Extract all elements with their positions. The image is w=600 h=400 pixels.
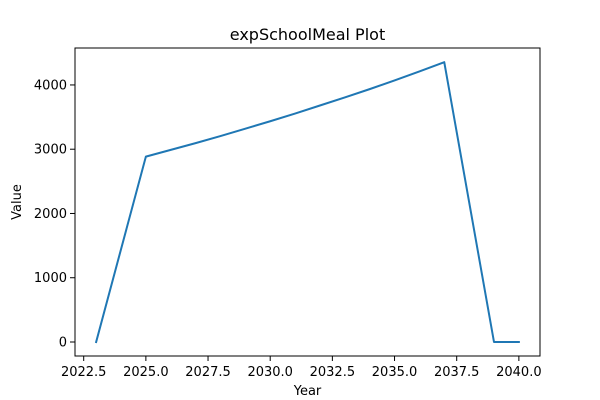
plot-area: 2022.5 2025.0 2027.5 2030.0 2032.5 2035.0 2037… xyxy=(34,47,542,380)
series-line xyxy=(94,61,520,344)
y-tick-label: 0 xyxy=(59,335,67,350)
x-tick-label: 2022.5 xyxy=(61,365,107,380)
y-tick-label: 2000 xyxy=(34,207,67,222)
y-tick-label: 4000 xyxy=(34,78,67,93)
x-tick-label: 2037.5 xyxy=(434,365,480,380)
x-tick-label: 2035.0 xyxy=(372,365,418,380)
x-tick-label: 2032.5 xyxy=(310,365,356,380)
chart-title: expSchoolMeal Plot xyxy=(230,25,385,44)
x-tick-label: 2025.0 xyxy=(123,365,169,380)
y-tick-label: 1000 xyxy=(34,271,67,286)
x-tick-label: 2040.0 xyxy=(496,365,542,380)
x-tick-label: 2030.0 xyxy=(247,365,293,380)
series-layer xyxy=(94,61,520,344)
plot-frame xyxy=(74,47,541,357)
x-axis-label: Year xyxy=(293,384,322,399)
x-axis-ticks: 2022.5 2025.0 2027.5 2030.0 2032.5 2035.0 2037… xyxy=(61,356,542,380)
x-tick-label: 2027.5 xyxy=(185,365,231,380)
y-axis-label: Value xyxy=(10,184,25,220)
y-axis-ticks: 0 1000 2000 3000 4000 xyxy=(34,78,75,350)
y-tick-label: 3000 xyxy=(34,143,67,158)
